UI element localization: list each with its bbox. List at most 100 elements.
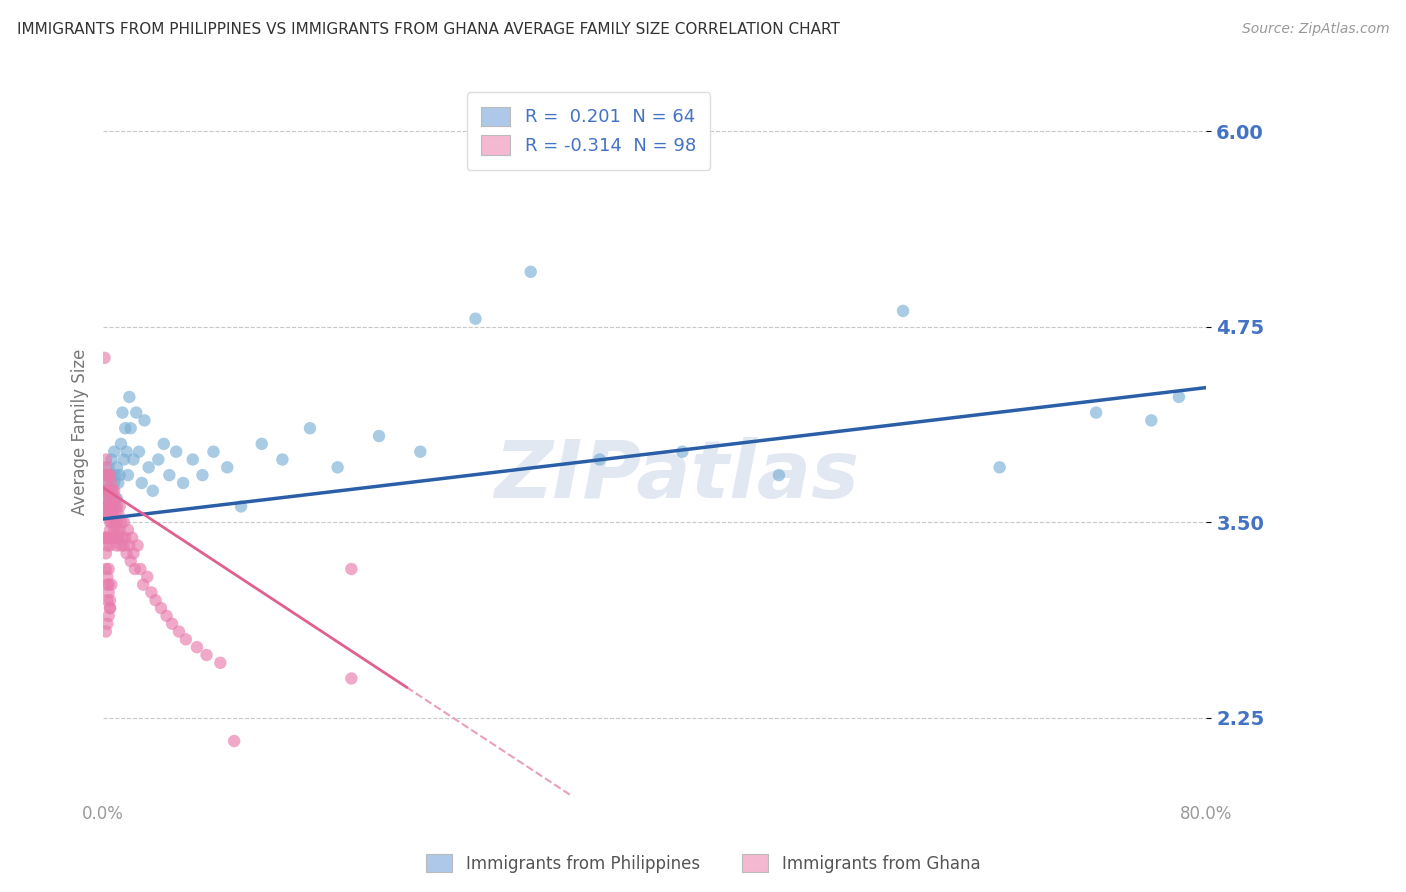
Point [108, 468, 131, 483]
Point [127, 539, 149, 553]
Point [271, 452, 294, 467]
Point [96, 577, 118, 591]
Point [107, 531, 129, 545]
Point [98, 483, 121, 498]
Point [100, 531, 122, 545]
Point [768, 468, 790, 483]
Point [148, 452, 170, 467]
Point [160, 616, 183, 631]
Point [108, 523, 131, 537]
Point [100, 491, 122, 506]
Point [141, 585, 163, 599]
Point [96, 468, 118, 483]
Point [118, 539, 141, 553]
Point [114, 531, 136, 545]
Point [202, 444, 225, 458]
Point [93, 508, 115, 522]
Point [93, 508, 115, 522]
Point [96, 475, 118, 490]
Point [97, 608, 120, 623]
Point [298, 421, 321, 435]
Point [105, 491, 128, 506]
Point [172, 475, 194, 490]
Point [115, 546, 138, 560]
Point [93, 483, 115, 498]
Point [104, 508, 127, 522]
Point [96, 500, 118, 514]
Y-axis label: Average Family Size: Average Family Size [72, 349, 89, 516]
Point [93, 531, 115, 545]
Point [96, 491, 118, 506]
Point [115, 444, 138, 458]
Point [103, 483, 125, 498]
Point [98, 539, 121, 553]
Point [105, 539, 128, 553]
Point [101, 491, 124, 506]
Point [111, 406, 134, 420]
Point [100, 475, 122, 490]
Point [131, 475, 153, 490]
Point [98, 593, 121, 607]
Point [100, 452, 122, 467]
Point [105, 460, 128, 475]
Point [97, 468, 120, 483]
Point [96, 593, 118, 607]
Point [93, 483, 115, 498]
Point [93, 351, 115, 365]
Point [368, 429, 391, 443]
Point [186, 640, 208, 655]
Point [96, 500, 118, 514]
Point [100, 508, 122, 522]
Point [97, 577, 120, 591]
Point [104, 531, 127, 545]
Point [134, 413, 156, 427]
Point [105, 523, 128, 537]
Point [112, 515, 135, 529]
Point [98, 523, 121, 537]
Point [97, 500, 120, 514]
Point [101, 531, 124, 545]
Point [107, 475, 129, 490]
Point [98, 601, 121, 615]
Point [98, 491, 121, 506]
Point [96, 570, 118, 584]
Point [98, 468, 121, 483]
Point [98, 515, 121, 529]
Point [117, 468, 139, 483]
Point [97, 508, 120, 522]
Point [97, 531, 120, 545]
Point [96, 616, 118, 631]
Point [103, 515, 125, 529]
Point [121, 531, 143, 545]
Point [340, 672, 363, 686]
Text: Source: ZipAtlas.com: Source: ZipAtlas.com [1241, 22, 1389, 37]
Point [94, 500, 117, 514]
Point [150, 601, 173, 615]
Point [519, 265, 541, 279]
Point [100, 515, 122, 529]
Point [229, 500, 252, 514]
Point [96, 475, 118, 490]
Point [1140, 413, 1163, 427]
Point [250, 437, 273, 451]
Point [165, 444, 187, 458]
Point [138, 460, 160, 475]
Point [153, 437, 176, 451]
Point [217, 460, 239, 475]
Point [94, 624, 117, 639]
Point [132, 577, 155, 591]
Point [111, 531, 134, 545]
Point [98, 500, 121, 514]
Point [94, 483, 117, 498]
Point [128, 444, 150, 458]
Point [98, 601, 121, 615]
Point [588, 452, 610, 467]
Point [464, 311, 486, 326]
Point [129, 562, 152, 576]
Point [122, 452, 145, 467]
Point [101, 468, 124, 483]
Point [120, 421, 142, 435]
Point [96, 508, 118, 522]
Point [112, 452, 135, 467]
Point [125, 406, 148, 420]
